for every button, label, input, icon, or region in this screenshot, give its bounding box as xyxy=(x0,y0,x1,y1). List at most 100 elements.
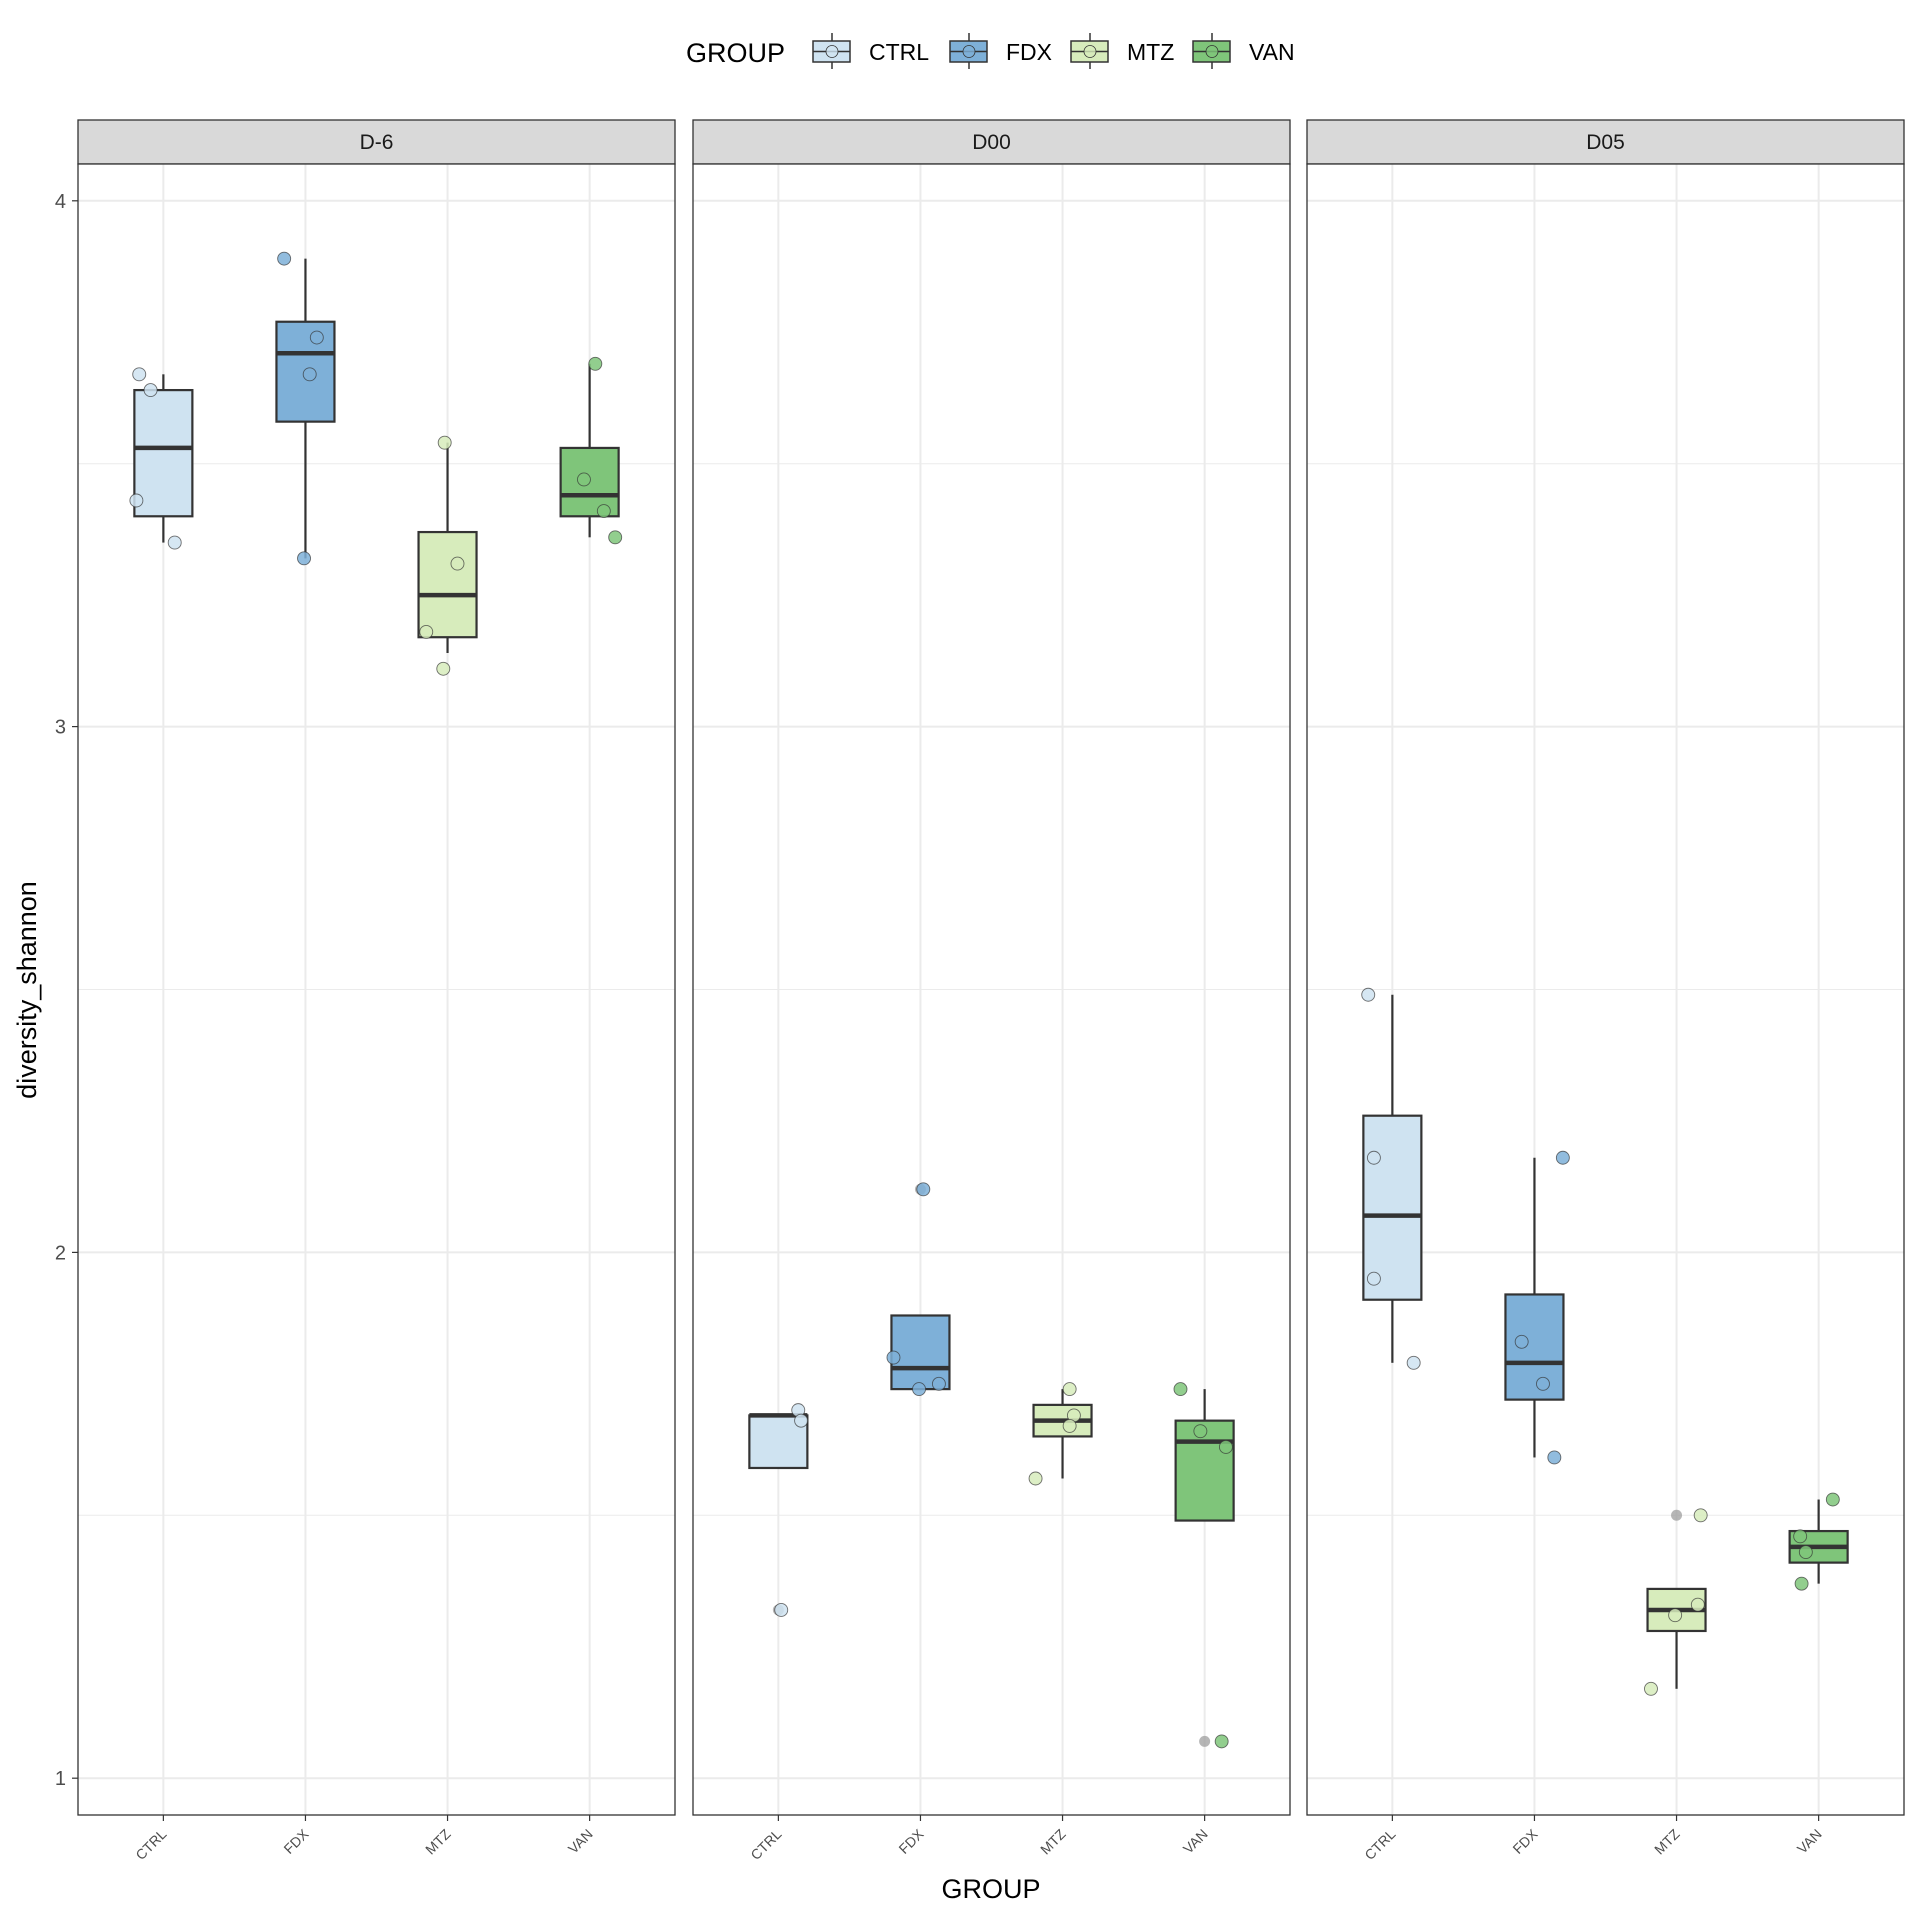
data-point xyxy=(886,1350,901,1365)
box-group-fdx xyxy=(886,1182,951,1397)
facet-strip-label: D05 xyxy=(1586,131,1625,154)
x-tick-label: VAN xyxy=(1794,1826,1825,1857)
x-tick-label: MTZ xyxy=(1037,1825,1069,1857)
x-tick-label: FDX xyxy=(280,1825,312,1857)
legend-item-fdx: FDX xyxy=(949,33,1052,69)
box-iqr xyxy=(890,1314,951,1391)
data-point xyxy=(129,493,144,508)
panel-border xyxy=(692,163,1291,1816)
legend-label: CTRL xyxy=(869,39,929,65)
data-point xyxy=(1366,1271,1381,1286)
y-axis-title: diversity_shannon xyxy=(12,881,42,1099)
x-tick-label: FDX xyxy=(895,1825,927,1857)
data-point xyxy=(309,330,324,345)
data-point xyxy=(167,535,182,550)
legend: GROUP CTRL FDX MTZ VAN xyxy=(686,33,1295,69)
data-point xyxy=(1214,1734,1229,1749)
x-tick-label: FDX xyxy=(1509,1825,1541,1857)
x-tick-label: VAN xyxy=(1180,1826,1211,1857)
data-point xyxy=(1361,987,1376,1002)
data-point xyxy=(436,661,451,676)
data-point xyxy=(1366,1150,1381,1165)
box-group-mtz xyxy=(1644,1508,1708,1696)
legend-label: VAN xyxy=(1249,39,1295,65)
box-iqr xyxy=(1174,1419,1235,1522)
data-point xyxy=(1794,1576,1809,1591)
outlier-point xyxy=(1199,1735,1211,1747)
legend-key-point xyxy=(962,45,976,58)
y-axis-ticks: 1 2 3 4 xyxy=(55,191,78,1790)
data-point xyxy=(774,1602,789,1617)
box-group-van xyxy=(1173,1382,1235,1749)
gridlines xyxy=(693,164,1290,1815)
box-iqr xyxy=(1504,1293,1565,1401)
data-point xyxy=(596,504,611,518)
data-point xyxy=(1062,1418,1077,1433)
data-point xyxy=(1555,1150,1570,1165)
x-tick-label: VAN xyxy=(565,1826,596,1857)
box-group-mtz xyxy=(1028,1382,1093,1486)
data-point xyxy=(916,1182,931,1197)
facet-panel-d05: D05 CTRL FDX MTZ VAN xyxy=(1306,119,1905,1863)
data-point xyxy=(143,383,158,398)
x-tick-label: CTRL xyxy=(1361,1826,1398,1863)
data-point xyxy=(1690,1597,1705,1612)
data-point xyxy=(1547,1450,1562,1465)
facet-panels: 1 2 3 4 D-6 CTRL FDX MTZ VAN D00 CTRL FDX MTZ VAN D05 C… xyxy=(55,119,1905,1863)
panel-border xyxy=(77,163,676,1816)
data-point xyxy=(419,625,434,639)
data-point xyxy=(1173,1382,1188,1397)
legend-items: CTRL FDX MTZ VAN xyxy=(812,33,1295,69)
legend-key-point xyxy=(825,45,839,58)
data-point xyxy=(608,530,623,545)
box-iqr xyxy=(133,388,194,518)
x-tick-label: CTRL xyxy=(132,1826,169,1863)
legend-item-ctrl: CTRL xyxy=(812,33,929,69)
box-group-van xyxy=(559,356,623,545)
data-point xyxy=(1825,1492,1840,1507)
data-point xyxy=(1062,1382,1077,1397)
facet-panel-d-6: D-6 CTRL FDX MTZ VAN xyxy=(77,119,676,1863)
box-group-ctrl xyxy=(1361,987,1423,1370)
data-point xyxy=(1668,1608,1683,1623)
x-tick-label: MTZ xyxy=(422,1825,454,1857)
y-tick-label: 1 xyxy=(55,1768,66,1790)
legend-label: FDX xyxy=(1006,39,1052,65)
data-point xyxy=(1218,1439,1233,1454)
data-point xyxy=(1406,1355,1421,1370)
x-axis-ticks: CTRL FDX MTZ VAN xyxy=(747,1815,1211,1863)
y-tick-label: 3 xyxy=(55,717,66,739)
data-point xyxy=(1028,1471,1043,1486)
data-point xyxy=(277,251,292,266)
legend-key-point xyxy=(1083,45,1097,58)
legend-item-mtz: MTZ xyxy=(1070,33,1174,69)
legend-item-van: VAN xyxy=(1192,33,1295,69)
box-group-ctrl xyxy=(748,1403,809,1617)
x-axis-ticks: CTRL FDX MTZ VAN xyxy=(132,1815,596,1863)
legend-key-point xyxy=(1205,45,1219,58)
data-point xyxy=(1693,1508,1708,1523)
outlier-point xyxy=(1671,1509,1683,1521)
box-iqr xyxy=(417,530,478,639)
data-point xyxy=(1536,1376,1550,1391)
data-point xyxy=(588,356,603,371)
data-point xyxy=(1514,1334,1529,1349)
facet-strip-label: D00 xyxy=(972,131,1011,154)
data-point xyxy=(931,1376,946,1391)
data-point xyxy=(450,556,465,571)
data-point xyxy=(1193,1424,1208,1439)
box-group-mtz xyxy=(417,435,478,676)
data-point xyxy=(1793,1529,1808,1544)
data-point xyxy=(1644,1681,1658,1696)
x-tick-label: CTRL xyxy=(747,1826,784,1863)
data-point xyxy=(297,551,311,566)
box-group-fdx xyxy=(1504,1150,1570,1465)
legend-label: MTZ xyxy=(1127,39,1174,65)
box-iqr xyxy=(1362,1114,1423,1301)
data-point xyxy=(794,1413,809,1428)
facet-strip xyxy=(77,119,676,165)
x-axis-title: GROUP xyxy=(941,1874,1040,1904)
box-group-fdx xyxy=(275,251,336,566)
box-group-van xyxy=(1788,1492,1849,1591)
